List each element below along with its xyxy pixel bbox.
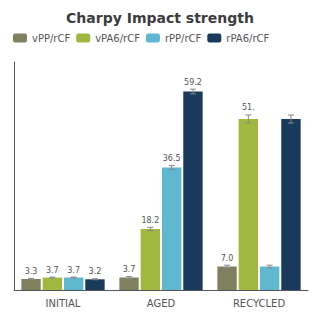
svg-text:3.2: 3.2 xyxy=(89,267,102,276)
svg-text:7.0: 7.0 xyxy=(221,254,234,263)
svg-text:3.7: 3.7 xyxy=(123,265,136,274)
svg-text:59.2: 59.2 xyxy=(184,78,202,87)
svg-text:36.5: 36.5 xyxy=(163,154,181,163)
svg-text:AGED: AGED xyxy=(147,298,176,309)
svg-text:3.7: 3.7 xyxy=(67,266,80,275)
svg-text:vPP/rCF: vPP/rCF xyxy=(32,33,70,44)
svg-text:vPA6/rCF: vPA6/rCF xyxy=(95,33,140,44)
svg-text:18.2: 18.2 xyxy=(141,216,159,225)
svg-text:INITIAL: INITIAL xyxy=(46,298,81,309)
svg-text:rPA6/rCF: rPA6/rCF xyxy=(226,33,269,44)
svg-text:RECYCLED: RECYCLED xyxy=(233,298,286,309)
svg-text:51.: 51. xyxy=(242,103,255,112)
svg-text:3.3: 3.3 xyxy=(25,267,38,276)
svg-text:rPP/rCF: rPP/rCF xyxy=(165,33,202,44)
svg-text:3.7: 3.7 xyxy=(46,266,59,275)
svg-text:Charpy Impact strength: Charpy Impact strength xyxy=(66,10,254,26)
